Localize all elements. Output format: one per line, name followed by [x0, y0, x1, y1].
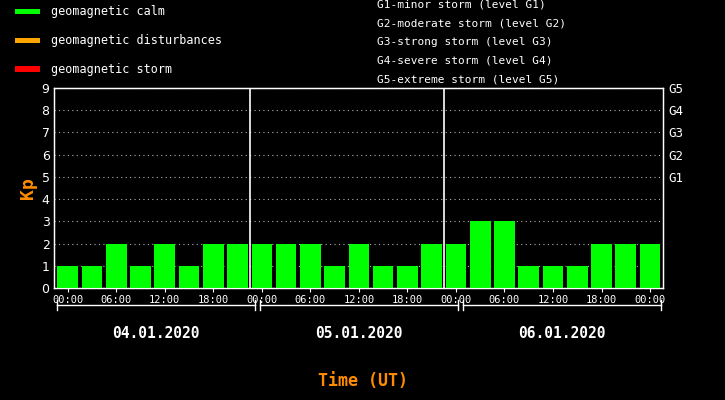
- Bar: [373, 266, 394, 288]
- Bar: [518, 266, 539, 288]
- Text: 05.01.2020: 05.01.2020: [315, 326, 402, 341]
- Bar: [203, 244, 223, 288]
- Text: G2-moderate storm (level G2): G2-moderate storm (level G2): [377, 18, 566, 28]
- Text: G5-extreme storm (level G5): G5-extreme storm (level G5): [377, 75, 559, 85]
- Bar: [14, 66, 40, 72]
- Text: Time (UT): Time (UT): [318, 372, 407, 390]
- Bar: [397, 266, 418, 288]
- Text: G3-strong storm (level G3): G3-strong storm (level G3): [377, 37, 552, 47]
- Bar: [300, 244, 320, 288]
- Bar: [57, 266, 78, 288]
- Bar: [567, 266, 587, 288]
- Bar: [446, 244, 466, 288]
- Bar: [591, 244, 612, 288]
- Bar: [227, 244, 248, 288]
- Text: G1-minor storm (level G1): G1-minor storm (level G1): [377, 0, 546, 10]
- Text: geomagnetic storm: geomagnetic storm: [51, 63, 172, 76]
- Bar: [324, 266, 345, 288]
- Text: geomagnetic calm: geomagnetic calm: [51, 5, 165, 18]
- Bar: [14, 9, 40, 14]
- Bar: [494, 221, 515, 288]
- Bar: [349, 244, 369, 288]
- Bar: [252, 244, 272, 288]
- Bar: [179, 266, 199, 288]
- Text: 06.01.2020: 06.01.2020: [518, 326, 605, 341]
- Bar: [421, 244, 442, 288]
- Bar: [14, 38, 40, 43]
- Text: 04.01.2020: 04.01.2020: [112, 326, 199, 341]
- Bar: [639, 244, 660, 288]
- Y-axis label: Kp: Kp: [20, 177, 38, 199]
- Bar: [82, 266, 102, 288]
- Bar: [616, 244, 636, 288]
- Bar: [470, 221, 491, 288]
- Bar: [106, 244, 127, 288]
- Bar: [130, 266, 151, 288]
- Bar: [543, 266, 563, 288]
- Bar: [276, 244, 297, 288]
- Text: geomagnetic disturbances: geomagnetic disturbances: [51, 34, 222, 47]
- Text: G4-severe storm (level G4): G4-severe storm (level G4): [377, 56, 552, 66]
- Bar: [154, 244, 175, 288]
